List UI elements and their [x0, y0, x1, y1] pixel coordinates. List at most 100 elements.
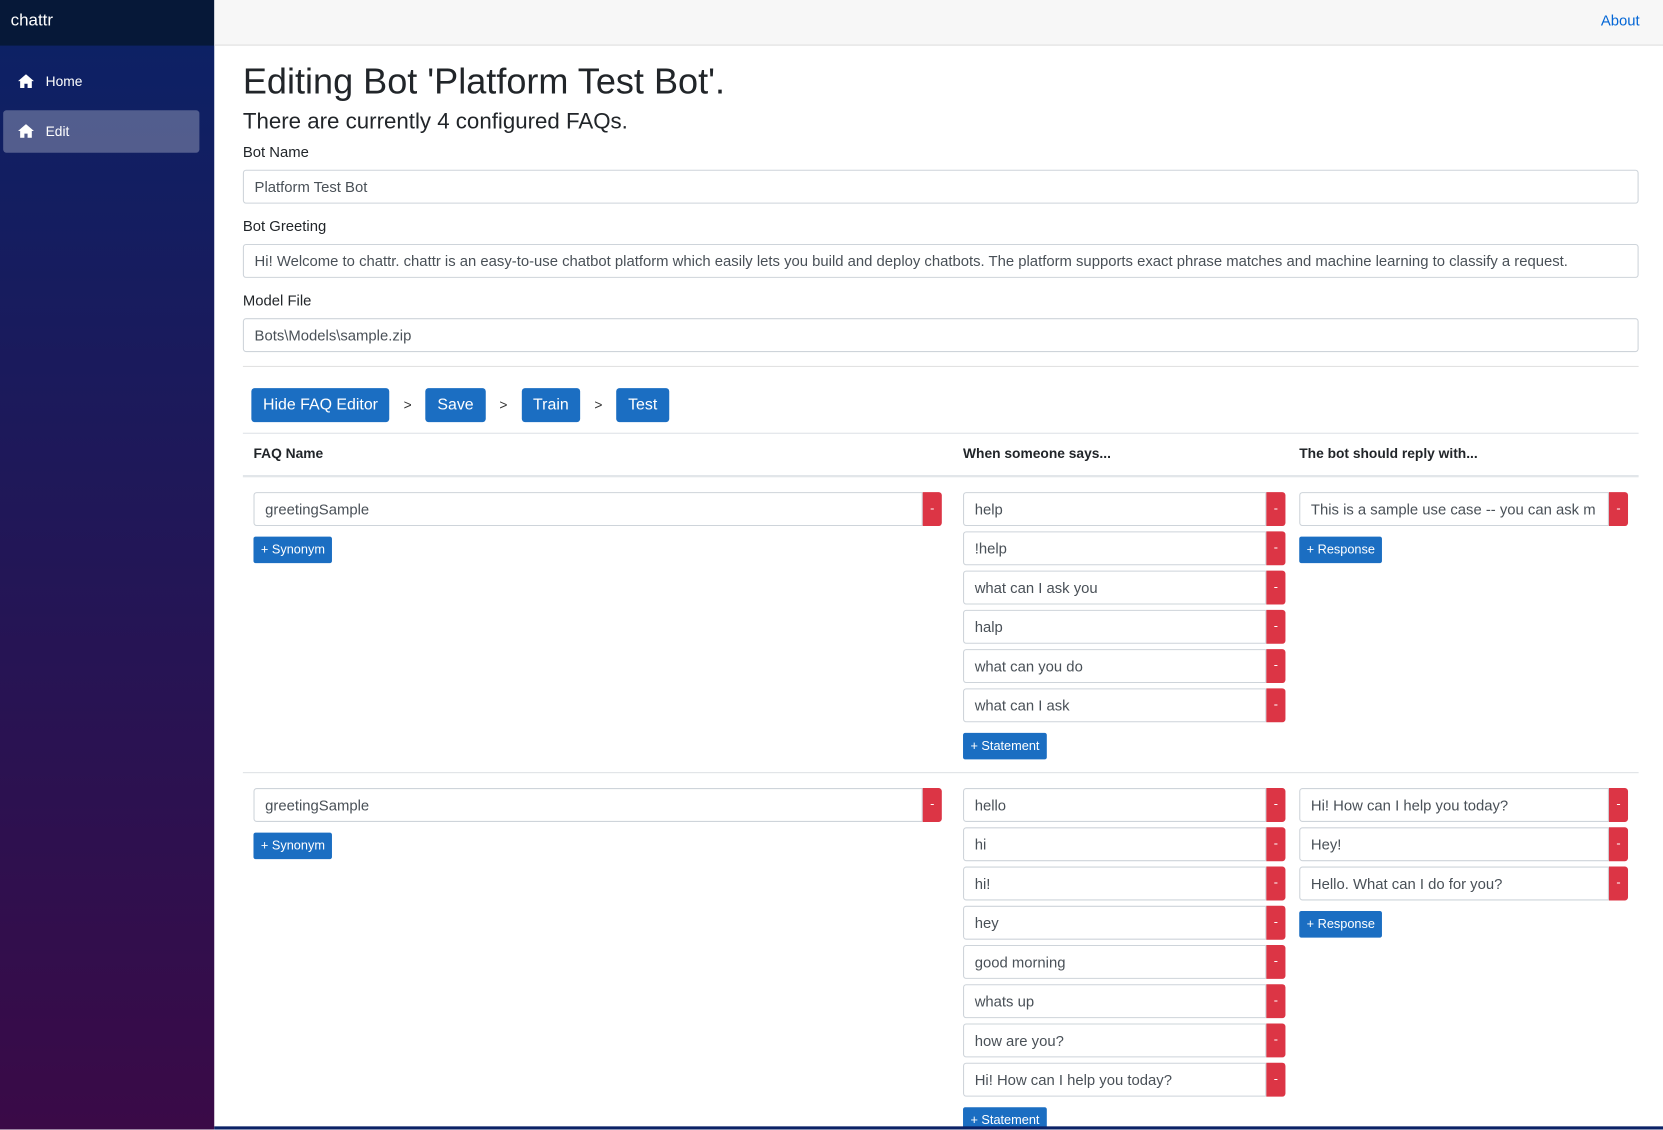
text-input[interactable]: hey	[963, 905, 1267, 940]
input-group: hello -	[963, 788, 1286, 822]
input-group: good morning -	[963, 944, 1286, 979]
input-group: Hi! How can I help you today? -	[1299, 788, 1629, 822]
remove-button[interactable]: -	[1266, 944, 1286, 979]
form-field: Bot Name Platform Test Bot	[242, 143, 1639, 204]
remove-button[interactable]: -	[1266, 531, 1286, 566]
toolbar-button[interactable]: Train	[521, 388, 581, 423]
input-group: !help -	[963, 531, 1286, 566]
text-input[interactable]: Hello. What can I do for you?	[1299, 866, 1609, 901]
home-icon	[18, 124, 34, 138]
main-content: Editing Bot 'Platform Test Bot'. There a…	[242, 53, 1639, 1130]
faq-table: FAQ Name When someone says... The bot shou…	[242, 432, 1639, 1130]
nav-item[interactable]: Edit	[3, 110, 200, 153]
text-input[interactable]: hi!	[963, 866, 1267, 901]
text-input[interactable]: what can you do	[963, 649, 1267, 684]
top-bar: About	[214, 0, 1663, 46]
remove-button[interactable]: -	[1266, 649, 1286, 684]
remove-button[interactable]: -	[922, 492, 942, 527]
remove-button[interactable]: -	[1266, 905, 1286, 940]
bottom-bar	[214, 1126, 1663, 1130]
text-input[interactable]: help	[963, 492, 1267, 527]
remove-button[interactable]: -	[1608, 827, 1629, 862]
faq-name-cell: greetingSample - + Synonym	[243, 492, 953, 759]
form-field: Model File Bots\Models\sample.zip	[242, 291, 1639, 353]
text-input[interactable]: good morning	[963, 944, 1267, 979]
input-group: greetingSample -	[253, 788, 942, 822]
remove-button[interactable]: -	[1266, 827, 1286, 862]
input-group: how are you? -	[963, 1023, 1286, 1058]
text-input[interactable]: Platform Test Bot	[242, 169, 1639, 204]
nav-label: Home	[45, 73, 83, 90]
text-input[interactable]: Hi! How can I help you today?	[963, 1062, 1267, 1097]
responses-cell: This is a sample use case -- you can ask…	[1296, 492, 1639, 759]
faq-row: greetingSample - + Synonym hello - hi - hi! - hey…	[242, 772, 1639, 1130]
field-label: Bot Name	[242, 143, 309, 161]
add-statement-button[interactable]: + Statement	[963, 1107, 1047, 1130]
remove-button[interactable]: -	[1266, 1062, 1286, 1097]
text-input[interactable]: Hi! Welcome to chattr. chattr is an easy…	[242, 243, 1639, 278]
text-input[interactable]: !help	[963, 531, 1267, 566]
remove-button[interactable]: -	[1266, 492, 1286, 527]
text-input[interactable]: what can I ask	[963, 688, 1267, 723]
field-label: Model File	[242, 291, 312, 309]
toolbar-button[interactable]: Save	[425, 388, 486, 423]
remove-button[interactable]: -	[1266, 788, 1286, 822]
page-title: Editing Bot 'Platform Test Bot'.	[242, 61, 726, 102]
remove-button[interactable]: -	[1266, 866, 1286, 901]
input-group: Hey! -	[1299, 827, 1629, 862]
input-group: whats up -	[963, 984, 1286, 1019]
remove-button[interactable]: -	[922, 788, 942, 822]
toolbar-button[interactable]: Hide FAQ Editor	[251, 388, 390, 423]
column-header: FAQ Name	[253, 445, 324, 462]
about-link[interactable]: About	[1600, 11, 1640, 29]
remove-button[interactable]: -	[1266, 609, 1286, 644]
remove-button[interactable]: -	[1266, 1023, 1286, 1058]
text-input[interactable]: greetingSample	[253, 788, 923, 822]
input-group: what can I ask you -	[963, 570, 1286, 605]
add-synonym-button[interactable]: + Synonym	[253, 832, 333, 860]
add-synonym-button[interactable]: + Synonym	[253, 536, 333, 564]
add-response-button[interactable]: + Response	[1299, 536, 1383, 564]
statements-cell: hello - hi - hi! - hey - good morning - whats up - h…	[952, 788, 1296, 1130]
text-input[interactable]: Hey!	[1299, 827, 1609, 862]
divider	[242, 365, 1639, 367]
field-label: Bot Greeting	[242, 217, 327, 235]
text-input[interactable]: what can I ask you	[963, 570, 1267, 605]
remove-button[interactable]: -	[1608, 492, 1629, 527]
input-group: Hello. What can I do for you? -	[1299, 866, 1629, 901]
remove-button[interactable]: -	[1266, 688, 1286, 723]
text-input[interactable]: greetingSample	[253, 492, 923, 527]
remove-button[interactable]: -	[1608, 788, 1629, 822]
text-input[interactable]: whats up	[963, 984, 1267, 1019]
text-input[interactable]: halp	[963, 609, 1267, 644]
input-group: greetingSample -	[253, 492, 942, 527]
text-input[interactable]: Hi! How can I help you today?	[1299, 788, 1609, 822]
add-response-button[interactable]: + Response	[1299, 911, 1383, 938]
brand[interactable]: chattr	[0, 0, 215, 46]
table-header: FAQ Name When someone says... The bot shou…	[242, 432, 1639, 477]
column-header: The bot should reply with...	[1299, 445, 1478, 462]
input-group: This is a sample use case -- you can ask…	[1299, 492, 1629, 527]
remove-button[interactable]: -	[1266, 570, 1286, 605]
text-input[interactable]: Bots\Models\sample.zip	[242, 318, 1639, 353]
text-input[interactable]: hi	[963, 827, 1267, 862]
remove-button[interactable]: -	[1266, 984, 1286, 1019]
nav-item[interactable]: Home	[3, 60, 199, 102]
form: Bot Name Platform Test Bot Bot Greeting Hi!…	[242, 143, 1639, 353]
input-group: help -	[963, 492, 1286, 527]
text-input[interactable]: This is a sample use case -- you can ask…	[1299, 492, 1609, 527]
nav-label: Edit	[45, 123, 70, 139]
statements-cell: help - !help - what can I ask you - halp - what …	[952, 492, 1296, 760]
responses-cell: Hi! How can I help you today? - Hey! - Hello…	[1296, 788, 1639, 1130]
toolbar-button[interactable]: Test	[616, 388, 669, 423]
text-input[interactable]: how are you?	[963, 1023, 1267, 1058]
remove-button[interactable]: -	[1608, 866, 1629, 901]
column-header: When someone says...	[963, 445, 1111, 462]
separator: >	[499, 396, 508, 413]
add-statement-button[interactable]: + Statement	[963, 732, 1047, 760]
text-input[interactable]: hello	[963, 788, 1267, 822]
separator: >	[403, 396, 412, 413]
sidebar: chattr Home Edit	[0, 0, 215, 1130]
input-group: hey -	[963, 905, 1286, 940]
